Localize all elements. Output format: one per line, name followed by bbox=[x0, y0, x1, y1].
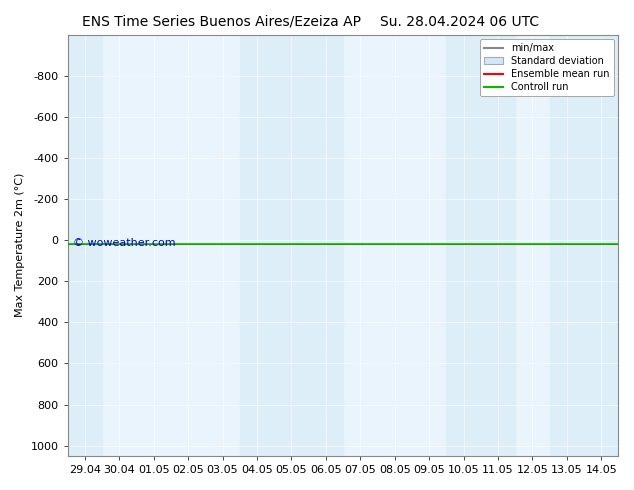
Y-axis label: Max Temperature 2m (°C): Max Temperature 2m (°C) bbox=[15, 173, 25, 318]
Bar bbox=[68, 35, 102, 456]
Text: ENS Time Series Buenos Aires/Ezeiza AP: ENS Time Series Buenos Aires/Ezeiza AP bbox=[82, 15, 361, 29]
Bar bbox=[446, 35, 515, 456]
Text: © woweather.com: © woweather.com bbox=[73, 238, 176, 248]
Bar bbox=[550, 35, 619, 456]
Text: Su. 28.04.2024 06 UTC: Su. 28.04.2024 06 UTC bbox=[380, 15, 540, 29]
Bar bbox=[240, 35, 343, 456]
Legend: min/max, Standard deviation, Ensemble mean run, Controll run: min/max, Standard deviation, Ensemble me… bbox=[480, 40, 614, 96]
